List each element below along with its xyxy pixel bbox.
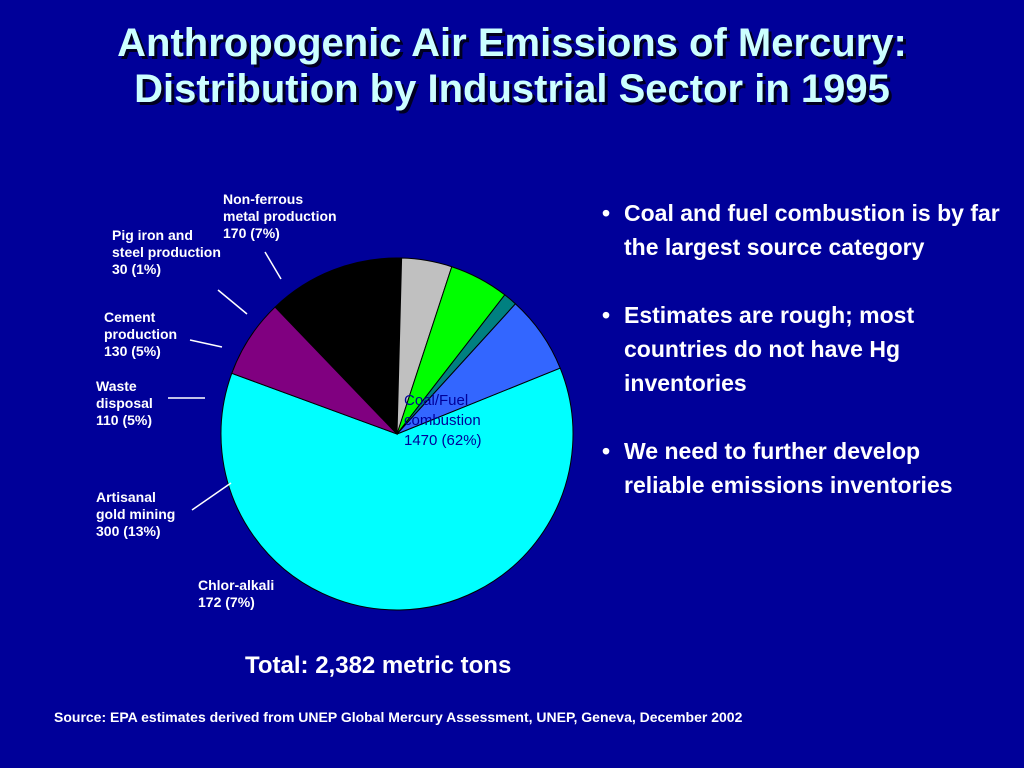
label-waste-line-2: disposal	[96, 395, 153, 411]
leader-line-cement	[189, 339, 223, 348]
label-chlor-alkali-line-2: 172 (7%)	[198, 594, 255, 610]
leader-line-pigiron	[217, 289, 248, 315]
label-artisanal-line-2: gold mining	[96, 506, 176, 522]
leader-line-nonferrous	[264, 251, 282, 280]
bullet-item-1: Coal and fuel combustion is by far the l…	[600, 196, 1000, 264]
pie-slice-nonferrous	[396, 303, 561, 435]
slide-title: Anthropogenic Air Emissions of Mercury: …	[0, 20, 1024, 112]
total-label: Total: 2,382 metric tons	[245, 652, 512, 679]
slide-title-line-2: Distribution by Industrial Sector in 199…	[134, 67, 890, 111]
label-artisanal-line-1: Artisanal	[96, 489, 156, 505]
bullet-list: Coal and fuel combustion is by far the l…	[600, 196, 1000, 536]
label-cement-line-1: Cement	[104, 309, 156, 325]
label-pigiron: Pig iron and steel production 30 (1%)	[112, 227, 221, 278]
label-artisanal: Artisanal gold mining 300 (13%)	[96, 489, 175, 540]
label-pigiron-line-3: 30 (1%)	[112, 261, 162, 277]
label-leader-lines	[168, 251, 282, 511]
label-artisanal-line-3: 300 (13%)	[96, 523, 161, 539]
label-cement: Cement production 130 (5%)	[104, 309, 177, 360]
pie-slice-coal	[220, 367, 574, 611]
label-coal-fuel-line-3: 1470 (62%)	[404, 432, 482, 449]
bullet-item-3: We need to further develop reliable emis…	[600, 434, 1000, 502]
label-waste-line-1: Waste	[96, 378, 137, 394]
label-cement-line-2: production	[104, 326, 178, 342]
source-citation: Source: EPA estimates derived from UNEP …	[54, 709, 743, 725]
label-coal-fuel-line-1: Coal/Fuel	[404, 392, 469, 409]
label-coal-fuel-line-2: combustion	[404, 412, 481, 429]
pie-slices	[220, 257, 574, 611]
label-cement-line-3: 130 (5%)	[104, 343, 161, 359]
label-chlor-alkali-line-1: Chlor-alkali	[198, 577, 275, 593]
label-coal-fuel: Coal/Fuel combustion 1470 (62%)	[404, 391, 482, 451]
label-chlor-alkali: Chlor-alkali 172 (7%)	[198, 577, 274, 611]
label-nonferrous-line-3: 170 (7%)	[223, 225, 280, 241]
label-pigiron-line-1: Pig iron and	[112, 227, 193, 243]
label-nonferrous-line-1: Non-ferrous	[223, 191, 304, 207]
leader-line-artisanal	[191, 482, 232, 511]
label-nonferrous: Non-ferrous metal production 170 (7%)	[223, 191, 337, 242]
label-pigiron-line-2: steel production	[112, 244, 221, 260]
bullet-item-2: Estimates are rough; most countries do n…	[600, 298, 1000, 400]
slide-title-line-1: Anthropogenic Air Emissions of Mercury:	[117, 21, 907, 65]
label-nonferrous-line-2: metal production	[223, 208, 337, 224]
label-waste: Waste disposal 110 (5%)	[96, 378, 153, 429]
pie-slice-artisanal	[274, 257, 403, 436]
label-waste-line-3: 110 (5%)	[96, 412, 153, 428]
